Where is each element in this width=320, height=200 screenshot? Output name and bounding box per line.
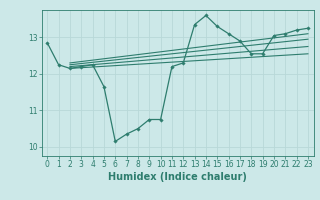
- X-axis label: Humidex (Indice chaleur): Humidex (Indice chaleur): [108, 172, 247, 182]
